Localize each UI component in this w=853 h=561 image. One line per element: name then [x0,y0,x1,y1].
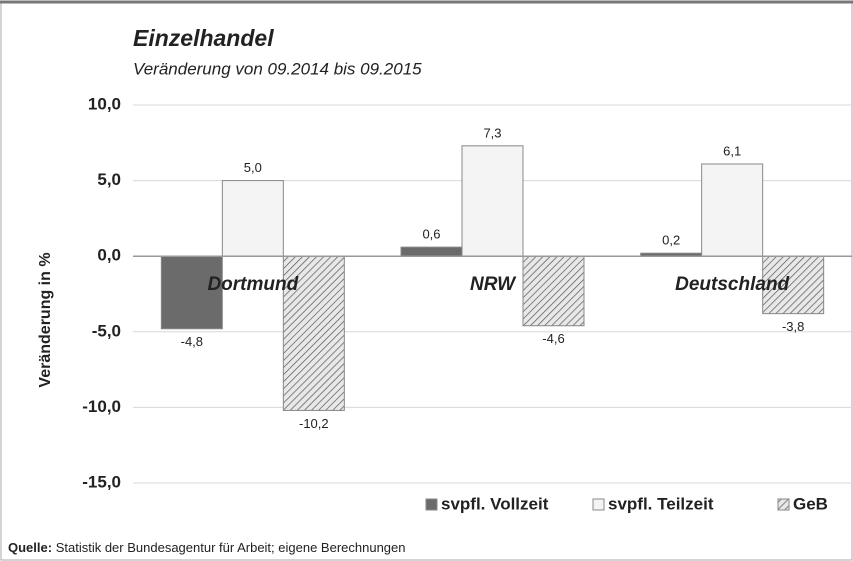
bar [221,180,284,257]
y-tick-label: -5,0 [92,321,121,340]
value-label: 7,3 [483,125,501,140]
bar [522,255,585,327]
source-label: Quelle: [8,540,52,555]
value-label: 6,1 [723,143,741,158]
value-label: 0,6 [422,227,440,242]
y-axis-label: Veränderung in % [37,252,54,387]
category-label: Dortmund [207,274,298,295]
value-label: 0,2 [662,233,680,248]
chart-title: Einzelhandel [133,25,274,51]
chart-subtitle: Veränderung von 09.2014 bis 09.2015 [133,59,422,78]
category-label: Deutschland [675,274,789,295]
bar [282,255,345,411]
y-tick-label: 0,0 [97,246,121,265]
source: Quelle: Statistik der Bundesagentur für … [8,540,406,555]
bar [762,255,825,315]
bar [461,145,524,257]
bar [701,163,764,257]
source-text: Statistik der Bundesagentur für Arbeit; … [56,540,406,555]
value-label: -4,8 [181,334,203,349]
legend-label: svpfl. Vollzeit [441,494,549,513]
value-label: -10,2 [299,416,329,431]
legend-swatch [592,498,605,511]
y-tick-label: 10,0 [88,94,121,113]
bar [160,255,223,330]
y-tick-label: -10,0 [82,397,121,416]
y-tick-label: 5,0 [97,170,121,189]
legend-swatch [777,498,790,511]
category-label: NRW [470,274,517,295]
value-label: -3,8 [782,319,804,334]
legend-label: GeB [793,494,828,513]
y-tick-label: -15,0 [82,472,121,491]
legend-label: svpfl. Teilzeit [608,494,714,513]
value-label: 5,0 [244,160,262,175]
legend-swatch [425,498,438,511]
value-label: -4,6 [542,331,564,346]
bar [400,246,463,257]
